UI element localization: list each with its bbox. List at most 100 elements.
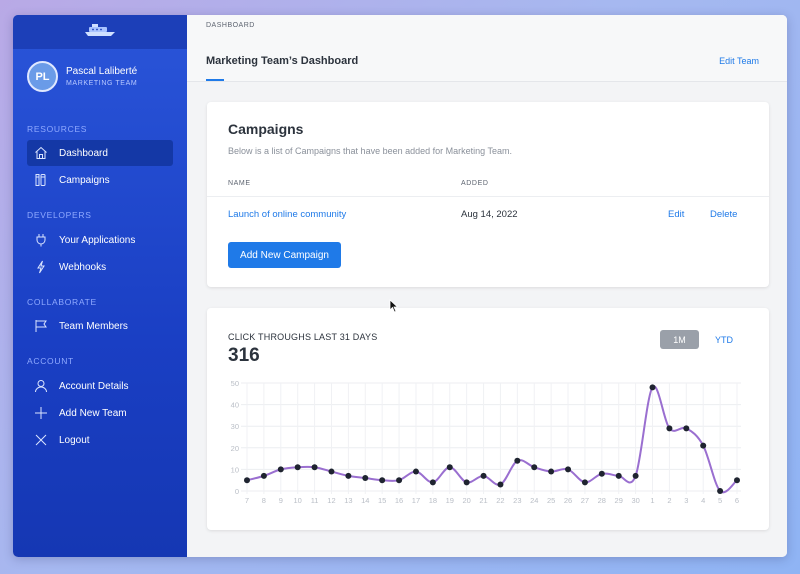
y-tick-label: 40 bbox=[231, 401, 239, 410]
range-ytd-button[interactable]: YTD bbox=[707, 330, 741, 349]
user-icon bbox=[33, 378, 49, 394]
y-tick-label: 10 bbox=[231, 465, 239, 474]
edit-campaign-link[interactable]: Edit bbox=[668, 209, 685, 220]
sidebar: PL Pascal Laliberté MARKETING TEAM RESOU… bbox=[13, 15, 187, 557]
y-tick-label: 50 bbox=[231, 379, 239, 388]
column-header-name: NAME bbox=[228, 180, 251, 187]
x-tick-label: 15 bbox=[378, 496, 386, 505]
data-point bbox=[548, 468, 555, 475]
data-point bbox=[700, 442, 707, 449]
x-tick-label: 30 bbox=[631, 496, 639, 505]
x-tick-label: 26 bbox=[564, 496, 572, 505]
user-team: MARKETING TEAM bbox=[66, 80, 138, 87]
data-point bbox=[379, 477, 386, 484]
lightning-icon bbox=[33, 259, 49, 275]
click-throughs-total: 316 bbox=[228, 345, 260, 366]
data-point bbox=[514, 457, 521, 464]
campaign-added-date: Aug 14, 2022 bbox=[461, 209, 518, 220]
section-title-collaborate: COLLABORATE bbox=[27, 297, 97, 307]
x-tick-label: 25 bbox=[547, 496, 555, 505]
delete-campaign-link[interactable]: Delete bbox=[710, 209, 738, 220]
home-icon bbox=[33, 145, 49, 161]
x-tick-label: 13 bbox=[344, 496, 352, 505]
active-tab-indicator bbox=[206, 79, 224, 81]
x-tick-label: 4 bbox=[701, 496, 705, 505]
avatar: PL bbox=[27, 61, 58, 92]
x-tick-label: 3 bbox=[684, 496, 688, 505]
data-point bbox=[683, 425, 690, 432]
data-point bbox=[260, 472, 267, 479]
data-point bbox=[649, 384, 656, 391]
data-point bbox=[311, 464, 318, 471]
x-tick-label: 10 bbox=[294, 496, 302, 505]
sidebar-item-webhooks[interactable]: Webhooks bbox=[27, 254, 173, 280]
data-point bbox=[480, 472, 487, 479]
sidebar-item-label: Campaigns bbox=[59, 174, 110, 186]
page-header: DASHBOARD Marketing Team’s Dashboard Edi… bbox=[187, 15, 787, 82]
chart-title: CLICK THROUGHS LAST 31 DAYS bbox=[228, 332, 378, 342]
data-point bbox=[565, 466, 572, 473]
campaign-name-link[interactable]: Launch of online community bbox=[228, 209, 347, 220]
add-new-campaign-button[interactable]: Add New Campaign bbox=[228, 242, 341, 268]
campaigns-card: Campaigns Below is a list of Campaigns t… bbox=[207, 102, 769, 287]
sidebar-item-add-new-team[interactable]: Add New Team bbox=[27, 400, 173, 426]
sidebar-item-campaigns[interactable]: Campaigns bbox=[27, 167, 173, 193]
sidebar-item-account-details[interactable]: Account Details bbox=[27, 373, 173, 399]
user-profile[interactable]: PL Pascal Laliberté MARKETING TEAM bbox=[27, 61, 137, 92]
data-point bbox=[328, 468, 335, 475]
x-tick-label: 9 bbox=[279, 496, 283, 505]
data-point bbox=[412, 468, 419, 475]
ship-logo-icon[interactable] bbox=[83, 23, 117, 42]
campaigns-subtitle: Below is a list of Campaigns that have b… bbox=[228, 146, 512, 156]
plug-icon bbox=[33, 232, 49, 248]
x-tick-label: 29 bbox=[615, 496, 623, 505]
x-tick-label: 11 bbox=[311, 496, 319, 505]
x-tick-label: 24 bbox=[530, 496, 538, 505]
sidebar-item-team-members[interactable]: Team Members bbox=[27, 313, 173, 339]
data-point bbox=[396, 477, 403, 484]
y-tick-label: 20 bbox=[231, 444, 239, 453]
data-point bbox=[632, 472, 639, 479]
app-window: PL Pascal Laliberté MARKETING TEAM RESOU… bbox=[13, 15, 787, 557]
sidebar-item-label: Logout bbox=[59, 434, 90, 446]
table-divider bbox=[207, 196, 769, 197]
y-tick-label: 0 bbox=[235, 487, 239, 496]
x-tick-label: 16 bbox=[395, 496, 403, 505]
range-1m-button[interactable]: 1M bbox=[660, 330, 699, 349]
x-tick-label: 8 bbox=[262, 496, 266, 505]
x-tick-label: 23 bbox=[513, 496, 521, 505]
sidebar-header bbox=[13, 15, 187, 49]
mouse-cursor-icon bbox=[389, 299, 399, 313]
main-content: DASHBOARD Marketing Team’s Dashboard Edi… bbox=[187, 15, 787, 557]
sidebar-item-dashboard[interactable]: Dashboard bbox=[27, 140, 173, 166]
data-point bbox=[277, 466, 284, 473]
sidebar-item-your-applications[interactable]: Your Applications bbox=[27, 227, 173, 253]
campaigns-icon bbox=[33, 172, 49, 188]
column-header-added: ADDED bbox=[461, 180, 489, 187]
data-point bbox=[598, 470, 605, 477]
data-point bbox=[463, 479, 470, 486]
sidebar-item-logout[interactable]: Logout bbox=[27, 427, 173, 453]
x-tick-label: 21 bbox=[479, 496, 487, 505]
data-point bbox=[666, 425, 673, 432]
data-point bbox=[362, 475, 369, 482]
breadcrumb[interactable]: DASHBOARD bbox=[206, 22, 255, 29]
sidebar-item-label: Webhooks bbox=[59, 261, 107, 273]
x-tick-label: 2 bbox=[667, 496, 671, 505]
sidebar-item-label: Team Members bbox=[59, 320, 128, 332]
section-title-resources: RESOURCES bbox=[27, 124, 88, 134]
section-title-developers: DEVELOPERS bbox=[27, 210, 92, 220]
sidebar-item-label: Dashboard bbox=[59, 147, 108, 159]
data-point bbox=[531, 464, 538, 471]
data-point bbox=[244, 477, 250, 484]
x-tick-label: 17 bbox=[412, 496, 420, 505]
sidebar-item-label: Your Applications bbox=[59, 234, 136, 246]
x-tick-label: 6 bbox=[735, 496, 739, 505]
x-tick-label: 1 bbox=[650, 496, 654, 505]
x-tick-label: 7 bbox=[245, 496, 249, 505]
edit-team-link[interactable]: Edit Team bbox=[719, 56, 759, 66]
series-line bbox=[246, 385, 738, 494]
x-tick-label: 5 bbox=[718, 496, 722, 505]
x-tick-label: 22 bbox=[496, 496, 504, 505]
